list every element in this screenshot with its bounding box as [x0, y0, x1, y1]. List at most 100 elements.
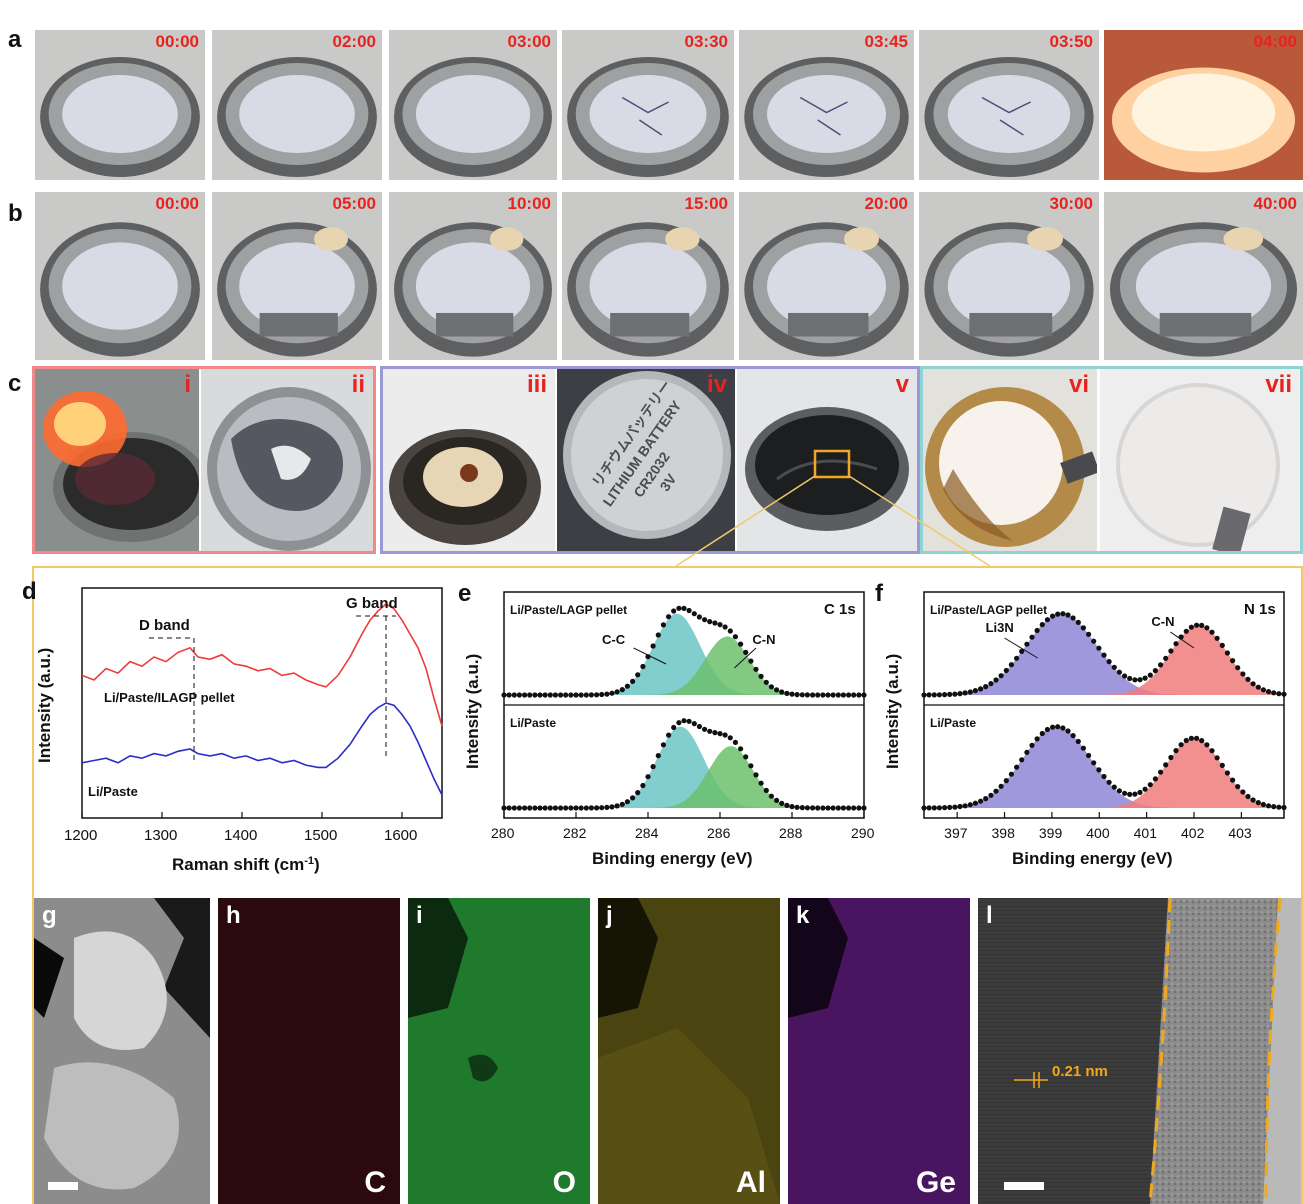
chart-f-point: [1235, 665, 1241, 671]
interface-line-1: [1148, 898, 1172, 1204]
chart-e-point: [655, 753, 661, 759]
chart-f-point: [1152, 668, 1158, 674]
chart-e-point: [676, 605, 682, 611]
chart-f-xlabel: Binding energy (eV): [1012, 849, 1173, 868]
chart-f-point: [1250, 681, 1256, 687]
chart-f-point: [1044, 617, 1050, 623]
chart-e-point: [691, 721, 697, 727]
chart-f-point: [983, 796, 989, 802]
chart-f-point: [988, 792, 994, 798]
chart-e-point: [717, 622, 723, 628]
chart-f-point: [1116, 788, 1122, 794]
chart-e-title: C 1s: [824, 601, 856, 618]
chart-f-point: [967, 689, 973, 695]
chart-f-xtick-label: 398: [992, 825, 1016, 841]
chart-d-legend-red: Li/Paste/ILAGP pellet: [104, 690, 235, 705]
chart-e-point: [722, 732, 728, 738]
chart-f-point: [1070, 615, 1076, 621]
chart-f-point: [1260, 801, 1266, 808]
chart-f-xtick-label: 403: [1228, 825, 1252, 841]
chart-e-point: [830, 805, 836, 811]
chart-e-point: [758, 673, 764, 679]
chart-f-point: [1055, 724, 1061, 730]
chart-e-point: [768, 793, 774, 799]
photo-c-i: i: [35, 369, 199, 551]
chart-f-point: [1065, 612, 1071, 618]
chart-e-point: [851, 805, 857, 811]
chart-f-point: [1260, 687, 1266, 693]
photo-c-vi: vi: [923, 369, 1097, 551]
chart-e-point: [779, 689, 785, 695]
chart-e-point: [578, 692, 584, 698]
photo-b-5: 20:00: [739, 192, 914, 360]
chart-f-point: [1240, 671, 1246, 677]
panel-label-f: f: [875, 580, 883, 607]
chart-f-point: [1271, 690, 1277, 696]
chart-f-point: [1147, 782, 1153, 788]
chart-f-point: [962, 803, 968, 809]
image-l-hrtem: 0.21 nm l: [978, 898, 1301, 1204]
chart-e-point: [717, 731, 723, 737]
chart-e-xtick-label: 284: [635, 825, 659, 841]
photo-b-7: 40:00: [1104, 192, 1303, 360]
roman-label-ii: ii: [351, 371, 365, 398]
chart-f-arrow-li3n: [1004, 637, 1038, 659]
chart-e-point: [681, 718, 687, 724]
chart-f-point: [1152, 776, 1158, 782]
chart-f-point: [1101, 773, 1107, 780]
chart-e-point: [630, 795, 636, 801]
chart-f-subplot-label-1: Li/Paste: [930, 716, 976, 730]
chart-f-point: [1091, 638, 1097, 644]
c-vii-scene: [1116, 383, 1280, 551]
chart-f-point: [947, 691, 953, 697]
chart-e-point: [511, 805, 517, 811]
chart-f-point: [1199, 738, 1205, 744]
chart-e-point: [516, 805, 522, 811]
chart-f-xtick-label: 399: [1039, 825, 1063, 841]
chart-e-point: [594, 805, 600, 811]
timestamp-b-5: 20:00: [864, 194, 908, 213]
chart-f-point: [1163, 655, 1169, 661]
panel-label-c: c: [8, 370, 22, 397]
chart-e-point: [856, 692, 862, 698]
chart-e-point: [727, 628, 733, 634]
chart-f-point: [1034, 627, 1040, 634]
chart-f-point: [1158, 662, 1164, 668]
chart-f-point: [947, 804, 953, 810]
chart-f-point: [1127, 675, 1133, 682]
chart-f-n1s: 397 398 399 400 401 402 403 Li/Paste/LAGP pelle…: [883, 591, 1287, 868]
chart-f-label-cn: C-N: [1151, 614, 1174, 629]
chart-f-title: N 1s: [1244, 601, 1276, 618]
chart-f-xtick-label: 400: [1086, 825, 1110, 841]
chart-e-point: [810, 805, 816, 811]
panel-label-j: j: [606, 902, 613, 929]
chart-f-point: [1122, 673, 1128, 679]
chart-e-point: [552, 692, 558, 698]
chart-e-point: [748, 763, 754, 769]
chart-e-point: [840, 692, 846, 698]
chart-f-point: [967, 802, 973, 808]
chart-e-point: [820, 692, 826, 698]
chart-f-point: [1050, 724, 1056, 730]
chart-f-point: [1080, 745, 1086, 751]
chart-e-point: [635, 672, 641, 678]
chart-e-point: [558, 805, 564, 811]
chart-f-point: [1199, 622, 1205, 628]
k-germanium-scene: [788, 898, 848, 1018]
chart-e-label-cc: C-C: [602, 632, 626, 647]
chart-f-point: [1194, 735, 1200, 741]
chart-e-point: [712, 730, 718, 736]
chart-f-point: [998, 673, 1004, 679]
chart-e-point: [594, 692, 600, 698]
chart-e-point: [619, 801, 625, 807]
c-ii-scene: [207, 387, 371, 551]
chart-e-point: [604, 691, 610, 697]
chart-e-point: [599, 691, 605, 698]
chart-d-xtick-label: 1400: [224, 827, 257, 844]
chart-f-point: [1014, 655, 1020, 661]
chart-e-point: [707, 619, 713, 625]
photo-a-4: 03:30: [562, 30, 734, 180]
chart-e-point: [686, 718, 692, 724]
chart-e-point: [738, 746, 744, 752]
chart-e-point: [660, 742, 666, 748]
